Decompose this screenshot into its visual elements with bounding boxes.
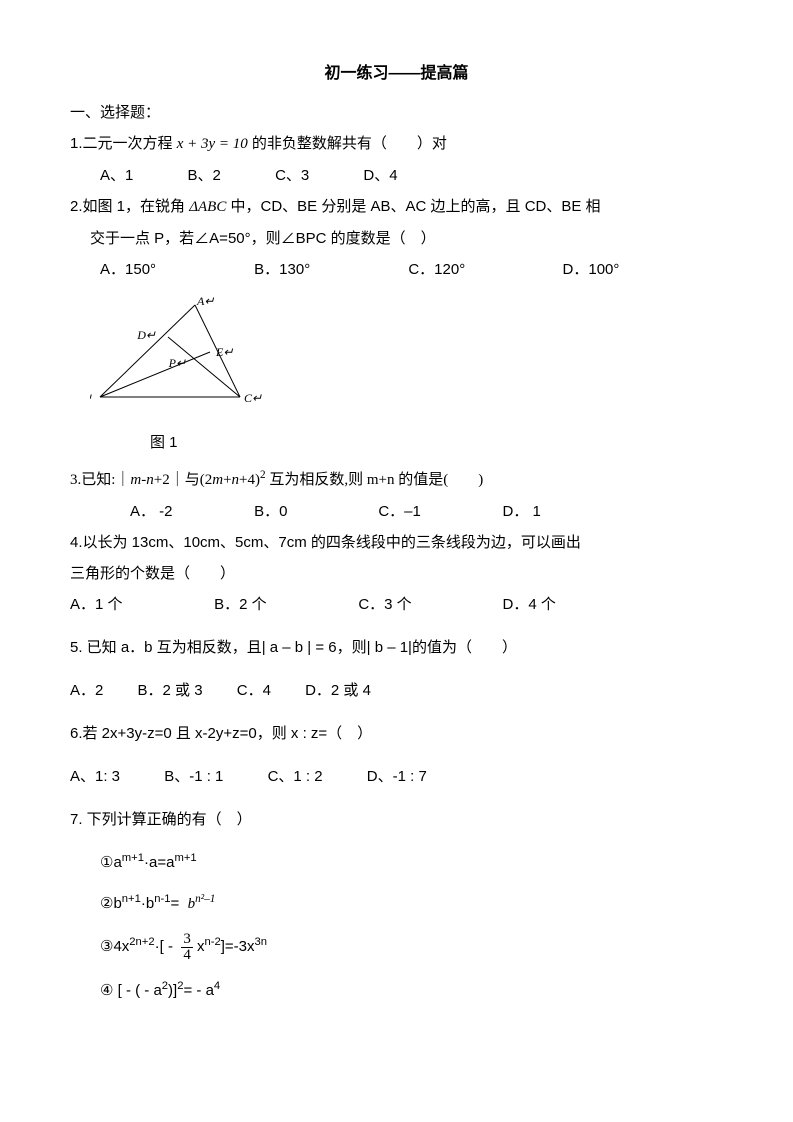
item1-text: ①am+1·a=am+1 <box>100 854 197 871</box>
option-c: C、3 <box>275 162 309 189</box>
option-d: D、-1 : 7 <box>367 763 427 790</box>
svg-text:A↵: A↵ <box>196 297 214 308</box>
question-1: 1.二元一次方程 x + 3y = 10 的非负整数解共有（ ）对 <box>70 130 723 158</box>
q2-line1b: 中，CD、BE 分别是 AB、AC 边上的高，且 CD、BE 相 <box>231 198 601 215</box>
q3-options: A． -2 B．0 C．–1 D． 1 <box>70 498 723 525</box>
section-heading: 一、选择题： <box>70 99 723 126</box>
question-5: 5. 已知 a．b 互为相反数，且| a – b | = 6，则| b – 1|… <box>70 634 723 661</box>
option-c: C．4 <box>237 677 271 704</box>
q1-options: A、1 B、2 C、3 D、4 <box>70 162 723 189</box>
svg-text:C↵: C↵ <box>244 391 262 405</box>
question-7: 7. 下列计算正确的有（ ） <box>70 806 723 833</box>
option-b: B、-1 : 1 <box>164 763 223 790</box>
q4-options: A．1 个 B．2 个 C．3 个 D．4 个 <box>70 591 723 618</box>
figure-caption: 图 1 <box>150 429 723 456</box>
question-2: 2.如图 1，在锐角 ΔABC 中，CD、BE 分别是 AB、AC 边上的高，且… <box>70 193 723 221</box>
option-a: A． -2 <box>130 498 250 525</box>
q1-stem-b: 的非负整数解共有（ ）对 <box>252 135 447 152</box>
option-d: D、4 <box>363 162 397 189</box>
q1-stem-a: 1.二元一次方程 <box>70 135 173 152</box>
q2-options: A．150° B．130° C．120° D．100° <box>70 256 723 283</box>
q6-options: A、1: 3 B、-1 : 1 C、1 : 2 D、-1 : 7 <box>70 763 723 790</box>
option-c: C．–1 <box>378 498 498 525</box>
option-a: A．2 <box>70 677 103 704</box>
option-a: A、1 <box>100 162 133 189</box>
option-d: D． 1 <box>503 498 623 525</box>
q7-item1: ①am+1·a=am+1 <box>100 849 723 876</box>
option-b: B．0 <box>254 498 374 525</box>
q7-item4: ④ [ - ( - a2)]2= - a4 <box>100 977 723 1004</box>
question-4-line1: 4.以长为 13cm、10cm、5cm、7cm 的四条线段中的三条线段为边，可以… <box>70 529 723 556</box>
svg-text:E↵: E↵ <box>215 345 233 359</box>
option-d: D．2 或 4 <box>305 677 371 704</box>
option-c: C．120° <box>408 256 558 283</box>
q7-item3: ③4x2n+2·[ - 34 xn-2]=-3x3n <box>100 932 723 963</box>
triangle-svg: A↵ B↵ C↵ D↵ E↵ P↵ <box>90 297 270 412</box>
svg-text:D↵: D↵ <box>136 328 156 342</box>
page-title: 初一练习——提高篇 <box>70 60 723 89</box>
q2-line2: 交于一点 P，若∠A=50°，则∠BPC 的度数是（ ） <box>70 225 723 252</box>
option-a: A．1 个 <box>70 591 210 618</box>
option-b: B．130° <box>254 256 404 283</box>
q1-formula: x + 3y = 10 <box>177 136 248 152</box>
item2-text: ②bn+1·bn-1= bn²–1 <box>100 895 215 912</box>
q5-options: A．2 B．2 或 3 C．4 D．2 或 4 <box>70 677 723 704</box>
question-3: 3.已知:｜m-n+2｜与(2m+n+4)2 互为相反数,则 m+n 的值是( … <box>70 466 723 494</box>
option-b: B．2 或 3 <box>138 677 203 704</box>
triangle-figure: A↵ B↵ C↵ D↵ E↵ P↵ <box>90 297 270 421</box>
svg-text:B↵: B↵ <box>90 391 92 405</box>
item4-text: ④ [ - ( - a2)]2= - a4 <box>100 982 220 999</box>
option-a: A．150° <box>100 256 250 283</box>
question-6: 6.若 2x+3y-z=0 且 x-2y+z=0，则 x : z=（ ） <box>70 720 723 747</box>
q7-item2: ②bn+1·bn-1= bn²–1 <box>100 890 723 918</box>
q2-triangle: ΔABC <box>189 199 226 215</box>
item3-text: ③4x2n+2·[ - 34 xn-2]=-3x3n <box>100 938 267 955</box>
option-d: D．100° <box>563 256 713 283</box>
svg-text:P↵: P↵ <box>168 356 186 370</box>
question-4-line2: 三角形的个数是（ ） <box>70 560 723 587</box>
option-c: C．3 个 <box>358 591 498 618</box>
option-b: B、2 <box>188 162 221 189</box>
option-b: B．2 个 <box>214 591 354 618</box>
option-d: D．4 个 <box>503 591 643 618</box>
option-a: A、1: 3 <box>70 763 120 790</box>
q2-line1a: 2.如图 1，在锐角 <box>70 198 185 215</box>
option-c: C、1 : 2 <box>268 763 323 790</box>
